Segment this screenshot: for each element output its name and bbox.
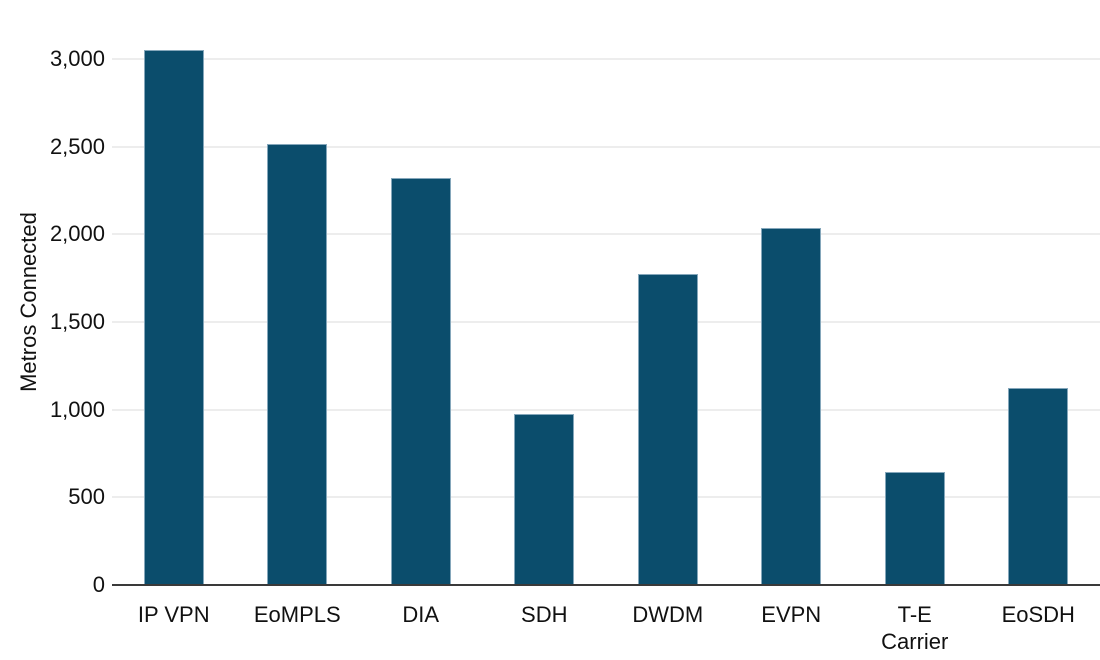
- y-tick-label: 1,000: [49, 396, 105, 422]
- x-axis-line: [112, 584, 1100, 586]
- x-tick-label-sdh: SDH: [521, 602, 568, 627]
- bar-dwdm[interactable]: [637, 273, 698, 585]
- gridline: [112, 408, 1100, 411]
- x-tick-label-ip-vpn: IP VPN: [137, 602, 210, 627]
- gridline: [112, 233, 1100, 236]
- bar-t-e-carrier[interactable]: [884, 471, 945, 585]
- x-tick-label-dia: DIA: [402, 602, 440, 627]
- bar-dia[interactable]: [390, 178, 451, 585]
- y-tick-label: 2,500: [49, 133, 105, 159]
- bar-evpn[interactable]: [761, 228, 822, 585]
- bar-sdh[interactable]: [514, 414, 575, 585]
- gridline: [112, 321, 1100, 323]
- x-tick-label-dwdm: DWDM: [632, 602, 704, 627]
- y-tick-label: 3,000: [49, 46, 105, 71]
- gridline: [112, 145, 1100, 148]
- x-tick-label-evpn: EVPN: [761, 602, 822, 627]
- bar-eosdh[interactable]: [1008, 387, 1069, 585]
- bar-eompls[interactable]: [267, 144, 328, 585]
- gridline: [112, 58, 1100, 60]
- y-tick-label: 0: [92, 572, 105, 597]
- y-tick-label: 2,000: [49, 221, 105, 247]
- x-tick-label-t-e-carrier: T-E Carrier: [881, 602, 949, 654]
- bar-ip-vpn[interactable]: [143, 50, 204, 585]
- y-tick-label: 500: [68, 484, 105, 510]
- gridline: [112, 496, 1100, 499]
- y-tick-label: 1,500: [49, 309, 105, 334]
- x-tick-label-eompls: EoMPLS: [253, 602, 341, 627]
- x-tick-label-eosdh: EoSDH: [1001, 602, 1075, 627]
